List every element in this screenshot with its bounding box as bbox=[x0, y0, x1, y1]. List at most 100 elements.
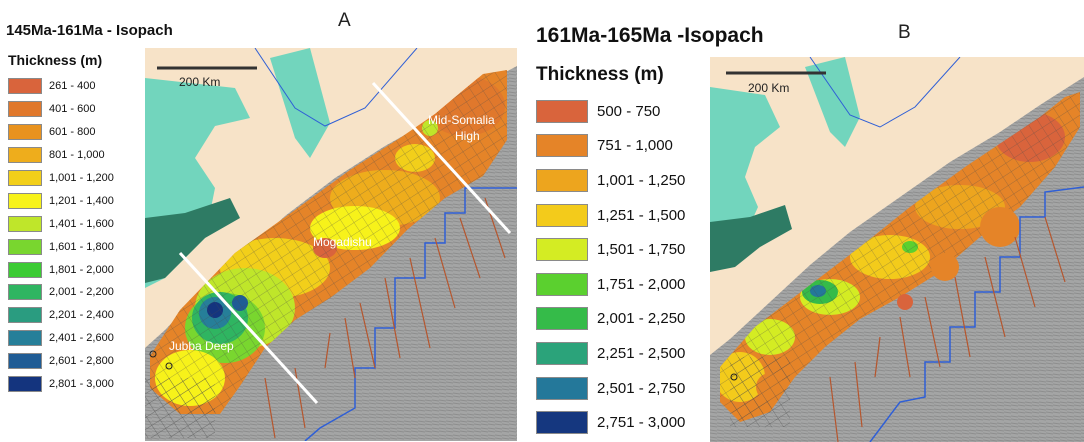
legend-item: 601 - 800 bbox=[8, 121, 114, 144]
map-marker bbox=[165, 362, 173, 370]
legend-label: 801 - 1,000 bbox=[49, 149, 105, 162]
legend-item: 2,201 - 2,400 bbox=[8, 304, 114, 327]
legend-item: 2,001 - 2,200 bbox=[8, 281, 114, 304]
legend-label: 751 - 1,000 bbox=[597, 137, 673, 155]
legend-swatch bbox=[8, 215, 42, 232]
legend-label: 401 - 600 bbox=[49, 103, 96, 116]
isopach-blob bbox=[931, 253, 959, 281]
legend-label: 2,251 - 2,500 bbox=[597, 344, 686, 362]
legend-swatch bbox=[536, 376, 588, 400]
legend-label: 261 - 400 bbox=[49, 80, 96, 93]
legend-label: 1,501 - 1,750 bbox=[597, 241, 686, 259]
panel-b-legend-title: Thickness (m) bbox=[536, 64, 664, 85]
panel-a-letter: A bbox=[338, 10, 351, 31]
legend-swatch bbox=[536, 203, 588, 227]
legend-item: 1,201 - 1,400 bbox=[8, 189, 114, 212]
scale-label: 200 Km bbox=[179, 75, 220, 89]
panel-a-legend: 261 - 400 401 - 600 601 - 800 801 - 1,000 1,… bbox=[8, 75, 114, 395]
label-high: High bbox=[455, 129, 480, 143]
section-line-south bbox=[178, 251, 319, 405]
legend-swatch bbox=[536, 411, 588, 435]
legend-swatch bbox=[536, 238, 588, 262]
legend-item: 1,601 - 1,800 bbox=[8, 235, 114, 258]
legend-item: 2,601 - 2,800 bbox=[8, 350, 114, 373]
legend-item: 1,401 - 1,600 bbox=[8, 212, 114, 235]
label-mogadishu: Mogadishu bbox=[313, 235, 372, 249]
legend-swatch bbox=[8, 307, 42, 324]
scale-label: 200 Km bbox=[748, 81, 789, 95]
legend-item: 1,501 - 1,750 bbox=[536, 232, 685, 267]
legend-swatch bbox=[8, 261, 42, 278]
legend-swatch bbox=[536, 134, 588, 158]
legend-swatch bbox=[8, 238, 42, 255]
legend-label: 1,401 - 1,600 bbox=[49, 217, 114, 230]
lake-strip bbox=[270, 48, 330, 158]
lake-strip bbox=[805, 57, 860, 147]
legend-label: 1,801 - 2,000 bbox=[49, 263, 114, 276]
panel-b-letter: B bbox=[898, 22, 911, 43]
legend-item: 801 - 1,000 bbox=[8, 144, 114, 167]
legend-label: 2,001 - 2,200 bbox=[49, 286, 114, 299]
panel-a-map: 200 Km Mid-Somalia High Mogadishu Jubba … bbox=[145, 48, 517, 441]
legend-swatch bbox=[536, 341, 588, 365]
legend-item: 2,401 - 2,600 bbox=[8, 327, 114, 350]
legend-swatch bbox=[8, 284, 42, 301]
land-area bbox=[710, 57, 1084, 355]
legend-item: 2,001 - 2,250 bbox=[536, 302, 685, 337]
isopach-blob bbox=[980, 207, 1020, 247]
legend-item: 500 - 750 bbox=[536, 94, 685, 129]
label-mid-somalia: Mid-Somalia bbox=[428, 113, 495, 127]
legend-label: 2,601 - 2,800 bbox=[49, 355, 114, 368]
grid-block bbox=[730, 357, 790, 427]
label-jubba-deep: Jubba Deep bbox=[169, 339, 234, 353]
panel-a-legend-title: Thickness (m) bbox=[8, 52, 103, 68]
map-marker bbox=[730, 373, 738, 381]
lake-lower bbox=[145, 198, 240, 283]
legend-label: 2,201 - 2,400 bbox=[49, 309, 114, 322]
legend-label: 2,001 - 2,250 bbox=[597, 310, 686, 328]
legend-item: 2,751 - 3,000 bbox=[536, 405, 685, 440]
legend-item: 1,001 - 1,200 bbox=[8, 167, 114, 190]
legend-swatch bbox=[536, 272, 588, 296]
legend-swatch bbox=[8, 376, 42, 393]
panel-b-title: 161Ma-165Ma -Isopach bbox=[536, 24, 764, 47]
legend-label: 1,251 - 1,500 bbox=[597, 206, 686, 224]
legend-label: 1,751 - 2,000 bbox=[597, 275, 686, 293]
legend-label: 1,601 - 1,800 bbox=[49, 240, 114, 253]
fault-lines bbox=[829, 216, 1066, 442]
boundary-line bbox=[869, 186, 1084, 442]
legend-label: 500 - 750 bbox=[597, 102, 661, 120]
panel-b-map: 200 Km bbox=[710, 57, 1084, 442]
legend-item: 1,751 - 2,000 bbox=[536, 267, 685, 302]
legend-swatch bbox=[8, 124, 42, 141]
panel-a: 145Ma-161Ma - Isopach A Thickness (m) 26… bbox=[0, 0, 528, 442]
legend-item: 2,251 - 2,500 bbox=[536, 336, 685, 371]
legend-item: 751 - 1,000 bbox=[536, 129, 685, 164]
panel-a-title: 145Ma-161Ma - Isopach bbox=[6, 22, 173, 39]
legend-swatch bbox=[8, 353, 42, 370]
legend-label: 1,201 - 1,400 bbox=[49, 194, 114, 207]
legend-label: 2,501 - 2,750 bbox=[597, 379, 686, 397]
legend-label: 1,001 - 1,250 bbox=[597, 171, 686, 189]
legend-label: 601 - 800 bbox=[49, 126, 96, 139]
legend-swatch bbox=[8, 170, 42, 186]
legend-item: 2,801 - 3,000 bbox=[8, 373, 114, 396]
legend-item: 261 - 400 bbox=[8, 75, 114, 98]
legend-label: 2,801 - 3,000 bbox=[49, 378, 114, 391]
legend-item: 1,251 - 1,500 bbox=[536, 198, 685, 233]
legend-label: 2,751 - 3,000 bbox=[597, 414, 686, 432]
section-line-north bbox=[371, 81, 512, 235]
panel-b: 161Ma-165Ma -Isopach B Thickness (m) 500… bbox=[534, 0, 1084, 442]
legend-swatch bbox=[8, 192, 42, 209]
map-marker bbox=[149, 350, 157, 358]
isopach-blob bbox=[897, 294, 913, 310]
legend-swatch bbox=[536, 168, 588, 192]
legend-item: 1,801 - 2,000 bbox=[8, 258, 114, 281]
legend-swatch bbox=[8, 101, 42, 118]
river bbox=[254, 48, 418, 127]
legend-label: 1,001 - 1,200 bbox=[49, 172, 114, 184]
boundary-line bbox=[304, 187, 517, 441]
legend-swatch bbox=[8, 147, 42, 164]
legend-item: 1,001 - 1,250 bbox=[536, 163, 685, 198]
legend-item: 401 - 600 bbox=[8, 98, 114, 121]
